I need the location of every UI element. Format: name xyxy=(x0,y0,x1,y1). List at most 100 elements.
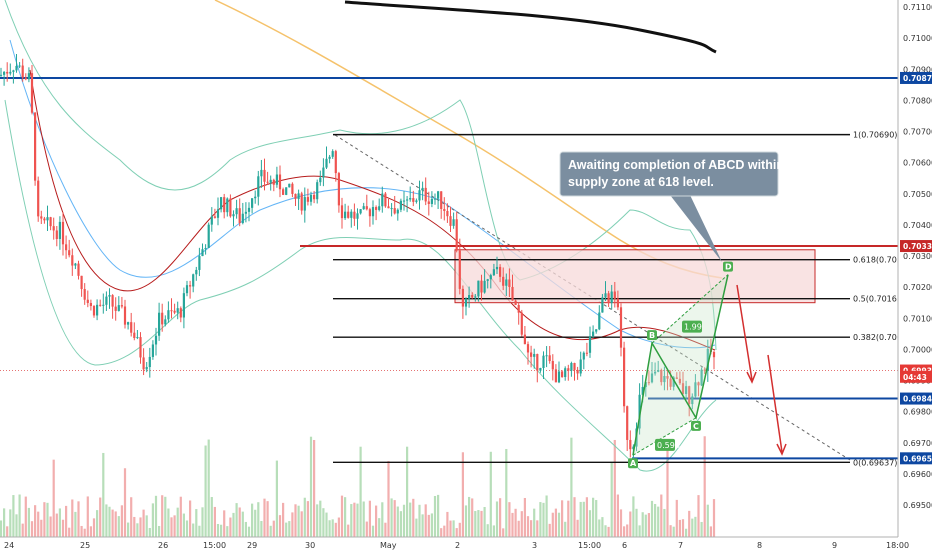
volume-bar xyxy=(657,506,660,537)
volume-bar xyxy=(15,514,18,537)
candle-body xyxy=(604,293,607,298)
candles xyxy=(0,54,716,459)
price-badge: 0.70872 xyxy=(900,71,932,84)
volume-bar xyxy=(449,520,452,537)
candle-body xyxy=(117,305,120,311)
candle-body xyxy=(508,279,511,287)
candle-body xyxy=(443,208,446,211)
volume-bar xyxy=(675,499,678,537)
candle-body xyxy=(43,218,46,221)
abcd-ratio-line xyxy=(651,274,729,344)
candle-body xyxy=(260,169,263,177)
candle-body xyxy=(102,304,105,306)
volume-bar xyxy=(3,508,6,537)
volume-bar xyxy=(136,523,139,537)
volume-bar xyxy=(61,519,65,537)
volume-bar xyxy=(319,500,322,537)
candle-body xyxy=(313,194,316,200)
candle-body xyxy=(344,211,347,219)
volume-bar xyxy=(468,496,471,537)
candle-body xyxy=(468,295,471,299)
candle-body xyxy=(207,224,210,249)
candle-body xyxy=(275,174,278,185)
candle-body xyxy=(489,275,492,280)
candle-body xyxy=(424,187,427,202)
volume-bar xyxy=(189,500,192,537)
annotation-text-line2: supply zone at 618 level. xyxy=(568,175,714,189)
volume-bar xyxy=(619,509,623,537)
volume-bar xyxy=(235,503,238,537)
ma-black-line xyxy=(344,0,717,54)
candle-body xyxy=(564,368,567,378)
x-tick-label: 26 xyxy=(158,541,168,550)
candle-body xyxy=(480,280,483,293)
volume-bar xyxy=(294,504,297,537)
volume-bar xyxy=(300,511,303,537)
volume-bar xyxy=(616,494,619,537)
volume-bar xyxy=(9,509,12,537)
candle-body xyxy=(120,305,123,307)
volume-bar xyxy=(145,515,148,537)
candle-body xyxy=(263,169,266,182)
candle-body xyxy=(409,198,412,200)
volume-bar xyxy=(694,516,697,537)
candle-body xyxy=(30,73,34,113)
volume-bar xyxy=(65,505,68,537)
candle-body xyxy=(421,187,424,191)
candle-body xyxy=(526,344,530,353)
volume-bar xyxy=(576,519,579,537)
volume-bar xyxy=(477,510,480,537)
candle-body xyxy=(638,394,641,429)
candle-body xyxy=(173,310,176,313)
volume-bar xyxy=(58,508,61,537)
volume-bar xyxy=(632,496,635,537)
volume-bar xyxy=(424,504,427,537)
volume-bar xyxy=(127,522,130,537)
x-tick-label: 25 xyxy=(80,541,90,550)
volume-bar xyxy=(71,499,74,537)
volume-bar xyxy=(229,517,232,537)
volume-bar xyxy=(34,505,37,537)
candle-body xyxy=(681,383,685,394)
volume-bar xyxy=(706,504,709,537)
x-tick-label: 8 xyxy=(757,541,762,550)
candle-body xyxy=(694,382,697,397)
candle-body xyxy=(216,209,220,218)
volume-bar xyxy=(6,526,9,537)
candle-body xyxy=(672,377,675,387)
candle-body xyxy=(291,183,294,194)
price-badge: 0.70332 xyxy=(900,240,932,253)
candle-body xyxy=(241,213,244,224)
candle-body xyxy=(712,351,716,358)
volume-bar xyxy=(486,524,489,537)
candle-body xyxy=(99,304,102,306)
candle-body xyxy=(437,191,440,199)
volume-bar xyxy=(151,503,154,537)
candle-body xyxy=(65,244,68,251)
abcd-point-label: B xyxy=(649,331,655,340)
volume-bar xyxy=(545,495,548,537)
volume-bar xyxy=(328,520,331,537)
volume-bar xyxy=(123,468,127,537)
candle-body xyxy=(393,208,396,214)
volume-bar xyxy=(46,502,49,537)
x-tick-label: 2 xyxy=(455,541,460,550)
candle-body xyxy=(495,266,499,270)
volume-bar xyxy=(505,448,508,537)
candle-body xyxy=(561,371,564,378)
candle-body xyxy=(309,194,313,202)
volume-bar xyxy=(232,512,235,537)
volume-bar xyxy=(489,451,492,537)
volume-bar xyxy=(80,525,83,537)
candle-body xyxy=(269,179,272,183)
candle-body xyxy=(533,354,536,357)
candle-body xyxy=(130,322,133,333)
candle-body xyxy=(660,370,663,383)
candle-body xyxy=(362,206,365,210)
x-tick-label: 24 xyxy=(4,541,14,550)
abcd-ratio-badge xyxy=(682,320,702,333)
candle-body xyxy=(675,377,678,379)
